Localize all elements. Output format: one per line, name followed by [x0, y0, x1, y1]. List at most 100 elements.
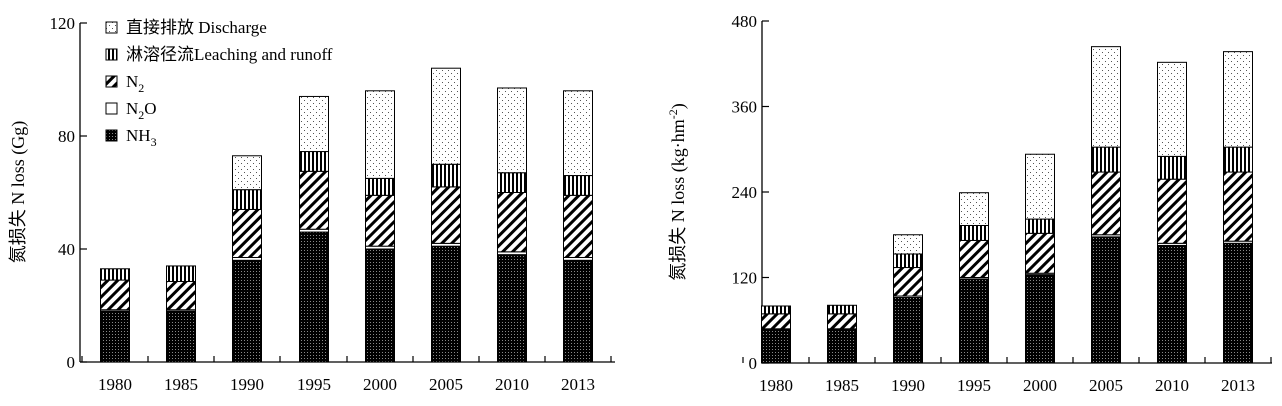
legend-swatch-n2 — [105, 75, 118, 88]
bar-segment-nh3 — [431, 245, 461, 363]
bar-segment-leaching — [299, 151, 329, 172]
bar-segment-discharge — [1223, 51, 1253, 148]
y-tick-label: 0 — [749, 354, 758, 373]
x-tick-label: 1980 — [759, 376, 793, 395]
y-axis-label-text: 氮损失 N loss (Gg) — [8, 121, 29, 264]
x-tick-label: 1985 — [164, 375, 198, 394]
bar-segment-n2 — [497, 192, 527, 253]
legend-swatch-n2o — [105, 102, 118, 115]
x-tick-label: 2013 — [1221, 376, 1255, 395]
bar-segment-nh3 — [893, 296, 923, 364]
legend-text: N — [126, 72, 138, 91]
y-tick-label: 480 — [732, 12, 758, 31]
y-tick-label: 40 — [58, 240, 75, 259]
bar-segment-leaching — [959, 224, 989, 241]
x-tick-label: 2010 — [1155, 376, 1189, 395]
bar-segment-discharge — [365, 90, 395, 179]
bar-segment-discharge — [299, 95, 329, 153]
x-tick-label: 2013 — [561, 375, 595, 394]
legend-tail: O — [144, 99, 156, 118]
legend-subscript: 2 — [138, 108, 144, 122]
bar-segment-n2 — [1223, 171, 1253, 242]
bar-segment-nh3 — [497, 254, 527, 363]
bar-segment-leaching — [563, 175, 593, 196]
bar-segment-leaching — [827, 304, 857, 315]
y-axis-label-end: ) — [668, 103, 689, 109]
x-tick-label: 2000 — [363, 375, 397, 394]
bar-segment-leaching — [365, 177, 395, 196]
x-tick-label: 2005 — [429, 375, 463, 394]
legend-text: 淋溶径流Leaching and runoff — [126, 45, 333, 64]
bar-segment-discharge — [1091, 46, 1121, 148]
bar-segment-discharge — [959, 192, 989, 226]
legend-subscript: 2 — [138, 81, 144, 95]
bar-segment-leaching — [761, 305, 791, 315]
bar-segment-discharge — [1025, 153, 1055, 220]
bar-segment-leaching — [1223, 146, 1253, 173]
y-axis-label-text: 氮损失 N loss (kg·hm — [668, 119, 689, 281]
bar-segment-leaching — [431, 163, 461, 188]
y-tick-label: 120 — [50, 14, 76, 33]
bar-segment-n2 — [365, 194, 395, 247]
bar-segment-n2 — [893, 267, 923, 297]
bar-segment-leaching — [1157, 155, 1187, 180]
bar-segment-discharge — [232, 155, 262, 191]
bar-segment-n2 — [959, 239, 989, 278]
legend-label-n2o: N2O — [126, 99, 157, 122]
bar-segment-n2 — [1025, 232, 1055, 274]
bar-segment-nh3 — [1157, 244, 1187, 364]
bar-segment-nh3 — [232, 259, 262, 363]
bar-segment-nh3 — [959, 278, 989, 364]
legend-swatch-discharge — [105, 21, 118, 34]
x-tick-label: 1995 — [297, 375, 331, 394]
y-tick-label: 120 — [732, 269, 758, 288]
legend-swatch-leaching — [105, 48, 118, 61]
y-tick-label: 80 — [58, 127, 75, 146]
x-tick-label: 1990 — [230, 375, 264, 394]
bar-segment-n2 — [1091, 171, 1121, 236]
y-axis-label: 氮损失 N loss (kg·hm-2) — [666, 103, 689, 281]
y-tick-label: 240 — [732, 183, 758, 202]
bar-segment-nh3 — [563, 259, 593, 363]
bar-segment-nh3 — [1091, 236, 1121, 364]
bar-segment-nh3 — [100, 310, 130, 363]
legend-text: 直接排放 Discharge — [126, 18, 267, 37]
legend-swatch-nh3 — [105, 129, 118, 142]
bar-segment-n2 — [827, 313, 857, 330]
bar-segment-leaching — [232, 189, 262, 210]
bar-segment-nh3 — [365, 248, 395, 363]
y-axis-label-superscript: -2 — [666, 109, 680, 119]
bar-segment-leaching — [100, 268, 130, 281]
bar-segment-nh3 — [299, 231, 329, 363]
right-chart: 0 120 240 360 480 1980 1985 1990 1995 2000 2005 201… — [666, 12, 1272, 395]
legend-text: N — [126, 99, 138, 118]
bar-segment-nh3 — [827, 329, 857, 364]
left-chart: 0 40 80 120 1980 1985 1990 1995 2000 2005 2010 2013… — [8, 14, 615, 394]
bar-segment-discharge — [1157, 61, 1187, 157]
y-tick-label: 360 — [732, 98, 758, 117]
bar-segment-n2 — [166, 280, 196, 311]
bar-segment-n2 — [431, 186, 461, 244]
y-tick-label: 0 — [67, 353, 76, 372]
legend-label-discharge: 直接排放 Discharge — [126, 18, 267, 37]
bar-segment-discharge — [431, 67, 461, 165]
legend-label-leaching: 淋溶径流Leaching and runoff — [126, 45, 333, 64]
legend-label-nh3: NH3 — [126, 126, 157, 149]
x-tick-label: 1980 — [98, 375, 132, 394]
bar-segment-discharge — [893, 234, 923, 255]
legend-label-n2: N2 — [126, 72, 144, 95]
bar-segment-leaching — [893, 253, 923, 269]
bar-segment-n2 — [563, 194, 593, 258]
x-tick-label: 2010 — [495, 375, 529, 394]
bar-segment-n2 — [232, 208, 262, 258]
x-tick-label: 2000 — [1023, 376, 1057, 395]
legend-text: NH — [126, 126, 151, 145]
bar-segment-discharge — [563, 90, 593, 177]
bar-segment-nh3 — [761, 329, 791, 364]
bar-segment-leaching — [497, 172, 527, 194]
bar-segment-n2 — [299, 170, 329, 230]
bar-segment-nh3 — [1223, 242, 1253, 364]
x-tick-label: 1990 — [891, 376, 925, 395]
